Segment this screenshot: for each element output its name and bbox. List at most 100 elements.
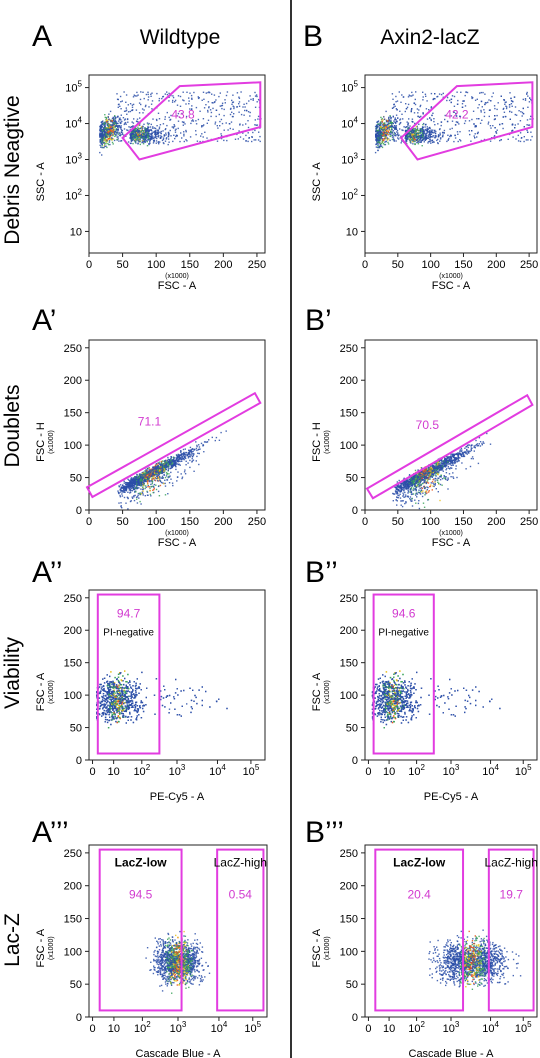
data-point — [115, 128, 117, 130]
data-point — [118, 492, 120, 495]
data-point — [410, 488, 412, 490]
data-point — [385, 140, 387, 143]
data-point — [103, 131, 106, 133]
data-point — [140, 503, 142, 505]
data-point — [181, 137, 183, 139]
data-point — [447, 465, 449, 468]
data-point — [159, 124, 162, 126]
x-tick-label: 0 — [86, 516, 92, 528]
data-point — [381, 132, 383, 135]
data-point — [426, 137, 428, 139]
data-point — [152, 491, 154, 494]
data-point — [419, 135, 421, 137]
data-point — [126, 482, 129, 484]
data-point — [107, 127, 109, 129]
y-tick-label: 10 — [346, 226, 358, 238]
panel-label-a-double-prime: A’’ — [32, 556, 63, 589]
data-point — [422, 112, 424, 114]
data-point — [150, 128, 152, 131]
data-point — [171, 459, 173, 461]
data-point — [105, 134, 108, 137]
data-point — [418, 132, 420, 134]
data-point — [377, 144, 379, 147]
data-point — [168, 463, 171, 465]
data-point — [391, 128, 393, 130]
data-point — [428, 109, 430, 111]
data-point — [132, 142, 134, 145]
data-point — [146, 141, 148, 143]
data-point — [100, 142, 102, 144]
data-point — [448, 467, 450, 469]
data-point — [153, 483, 156, 486]
data-point — [244, 109, 246, 112]
data-point — [165, 463, 167, 465]
data-point — [173, 134, 175, 136]
data-point — [388, 119, 390, 121]
data-point — [428, 136, 430, 138]
data-point — [256, 101, 258, 103]
data-point — [203, 451, 205, 453]
data-point — [377, 123, 379, 125]
data-point — [131, 109, 133, 111]
data-point — [156, 470, 158, 472]
data-point — [156, 471, 158, 474]
data-point — [521, 115, 523, 117]
data-point — [125, 486, 127, 489]
data-point — [158, 466, 161, 468]
data-point — [153, 472, 156, 474]
data-point — [167, 468, 170, 470]
data-point — [113, 119, 115, 122]
data-point — [191, 451, 193, 453]
data-point — [101, 121, 103, 123]
data-point — [392, 492, 394, 495]
data-point — [118, 131, 120, 134]
data-point — [485, 102, 487, 104]
data-point — [99, 130, 101, 133]
data-point — [464, 105, 467, 107]
data-point — [143, 141, 145, 143]
data-point — [410, 140, 412, 142]
data-point — [148, 474, 150, 477]
data-point — [412, 133, 414, 136]
data-point — [100, 121, 102, 123]
data-point — [99, 138, 102, 141]
data-point — [432, 112, 434, 114]
data-point — [146, 127, 148, 130]
data-point — [376, 124, 378, 126]
data-point — [141, 129, 143, 131]
data-point — [155, 136, 157, 139]
data-point — [484, 103, 486, 106]
data-point — [163, 142, 165, 145]
data-point — [432, 136, 434, 138]
data-point — [374, 125, 377, 128]
data-point — [120, 134, 122, 136]
panel-label-b-triple-prime: B’’’ — [305, 816, 344, 849]
data-point — [157, 479, 159, 481]
data-point — [146, 132, 149, 134]
data-point — [453, 105, 456, 107]
data-point — [508, 106, 511, 108]
data-point — [197, 449, 200, 451]
data-point — [116, 125, 118, 127]
data-point — [181, 477, 183, 480]
data-point — [226, 139, 228, 142]
x-axis-unit: (x1000) — [165, 273, 189, 280]
data-point — [478, 443, 480, 445]
data-point — [221, 102, 224, 104]
data-point — [117, 128, 119, 130]
data-point — [132, 103, 135, 106]
data-point — [395, 126, 397, 129]
data-point — [206, 441, 208, 443]
data-point — [203, 107, 206, 109]
data-point — [428, 131, 430, 133]
data-point — [162, 467, 165, 469]
data-point — [394, 127, 396, 129]
data-point — [221, 104, 224, 107]
data-point — [196, 444, 198, 447]
data-point — [383, 116, 385, 118]
data-point — [408, 94, 410, 96]
data-point — [103, 144, 106, 147]
data-point — [138, 112, 141, 114]
data-point — [404, 137, 406, 139]
data-point — [450, 101, 452, 104]
